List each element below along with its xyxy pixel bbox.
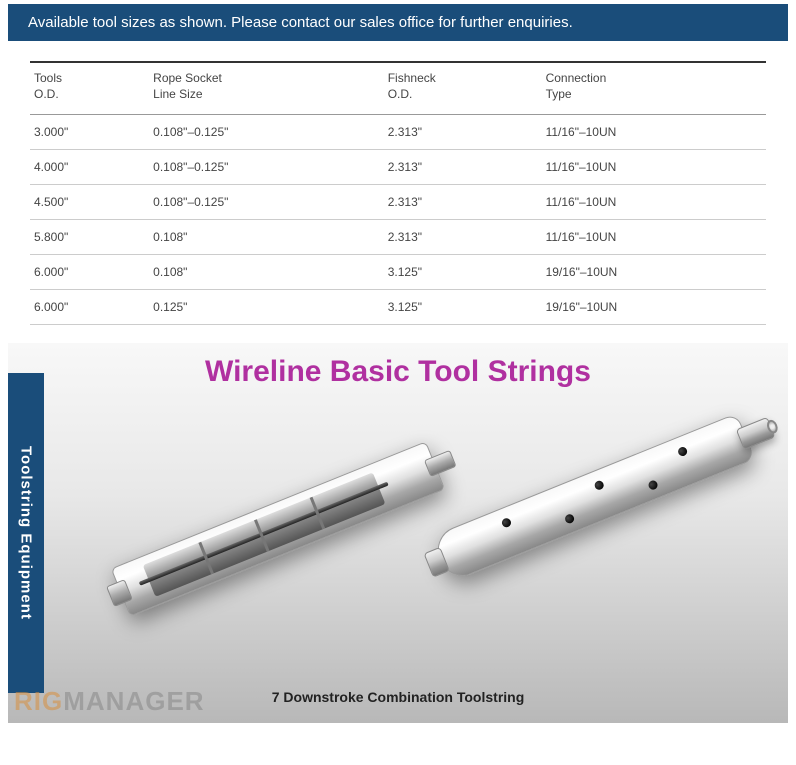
cell: 11/16"–10UN [542, 150, 766, 185]
cell: 0.125" [149, 290, 384, 325]
tool-solid-icon [431, 413, 756, 583]
table-row: 3.000" 0.108"–0.125" 2.313" 11/16"–10UN [30, 115, 766, 150]
table-row: 4.000" 0.108"–0.125" 2.313" 11/16"–10UN [30, 150, 766, 185]
col-rope-socket: Rope Socket Line Size [149, 62, 384, 115]
specs-table: Tools O.D. Rope Socket Line Size Fishnec… [30, 61, 766, 325]
tool-cutaway-icon [111, 441, 446, 617]
cell: 3.125" [384, 255, 542, 290]
product-image-section: Toolstring Equipment Wireline Basic Tool… [8, 343, 788, 723]
table-row: 6.000" 0.108" 3.125" 19/16"–10UN [30, 255, 766, 290]
watermark-part2: MANAGER [63, 686, 204, 716]
cell: 3.125" [384, 290, 542, 325]
cell: 2.313" [384, 185, 542, 220]
col-label: Rope Socket [153, 71, 222, 85]
table-row: 4.500" 0.108"–0.125" 2.313" 11/16"–10UN [30, 185, 766, 220]
cell: 0.108"–0.125" [149, 115, 384, 150]
cell: 11/16"–10UN [542, 115, 766, 150]
cell: 6.000" [30, 255, 149, 290]
col-label: O.D. [34, 87, 59, 101]
table-header-row: Tools O.D. Rope Socket Line Size Fishnec… [30, 62, 766, 115]
cell: 3.000" [30, 115, 149, 150]
cell: 2.313" [384, 220, 542, 255]
cell: 19/16"–10UN [542, 255, 766, 290]
col-label: Connection [546, 71, 607, 85]
cell: 2.313" [384, 115, 542, 150]
sidebar-label: Toolstring Equipment [18, 446, 35, 620]
banner-text: Available tool sizes as shown. Please co… [28, 14, 573, 31]
specs-table-container: Tools O.D. Rope Socket Line Size Fishnec… [0, 41, 796, 335]
col-label: Fishneck [388, 71, 436, 85]
cell: 4.500" [30, 185, 149, 220]
cell: 0.108"–0.125" [149, 185, 384, 220]
tool-illustration [68, 403, 768, 673]
cell: 11/16"–10UN [542, 185, 766, 220]
col-fishneck: Fishneck O.D. [384, 62, 542, 115]
product-title: Wireline Basic Tool Strings [8, 355, 788, 389]
col-label: Type [546, 87, 572, 101]
watermark-part1: RIG [14, 686, 63, 716]
cell: 5.800" [30, 220, 149, 255]
info-banner: Available tool sizes as shown. Please co… [8, 4, 788, 41]
cell: 19/16"–10UN [542, 290, 766, 325]
table-row: 5.800" 0.108" 2.313" 11/16"–10UN [30, 220, 766, 255]
col-tools-od: Tools O.D. [30, 62, 149, 115]
cell: 0.108"–0.125" [149, 150, 384, 185]
cell: 0.108" [149, 255, 384, 290]
col-label: O.D. [388, 87, 413, 101]
sidebar-tab: Toolstring Equipment [8, 373, 44, 693]
col-label: Line Size [153, 87, 202, 101]
cell: 2.313" [384, 150, 542, 185]
table-body: 3.000" 0.108"–0.125" 2.313" 11/16"–10UN … [30, 115, 766, 325]
cell: 0.108" [149, 220, 384, 255]
watermark-logo: RIGMANAGER [14, 686, 205, 717]
cell: 11/16"–10UN [542, 220, 766, 255]
col-connection: Connection Type [542, 62, 766, 115]
cell: 6.000" [30, 290, 149, 325]
col-label: Tools [34, 71, 62, 85]
table-row: 6.000" 0.125" 3.125" 19/16"–10UN [30, 290, 766, 325]
cell: 4.000" [30, 150, 149, 185]
